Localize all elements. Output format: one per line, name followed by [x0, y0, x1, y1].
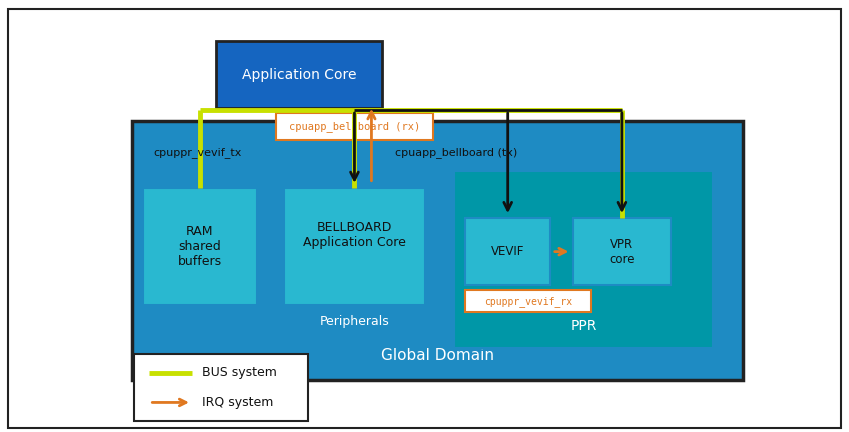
FancyBboxPatch shape [8, 9, 841, 428]
Text: Peripherals: Peripherals [319, 315, 390, 328]
Text: Application Core: Application Core [242, 67, 357, 82]
FancyBboxPatch shape [284, 188, 424, 305]
FancyBboxPatch shape [465, 218, 550, 285]
FancyBboxPatch shape [465, 290, 591, 312]
FancyBboxPatch shape [134, 354, 308, 421]
FancyBboxPatch shape [573, 218, 671, 285]
FancyBboxPatch shape [132, 121, 743, 380]
Text: Global Domain: Global Domain [380, 348, 494, 363]
Text: VEVIF: VEVIF [491, 245, 525, 258]
FancyBboxPatch shape [276, 113, 433, 140]
Text: RAM
shared
buffers: RAM shared buffers [178, 225, 222, 268]
Text: cpuapp_bellboard (rx): cpuapp_bellboard (rx) [289, 121, 420, 132]
Text: cpuppr_vevif_tx: cpuppr_vevif_tx [154, 146, 242, 158]
FancyBboxPatch shape [143, 188, 257, 305]
Text: cpuapp_bellboard (tx): cpuapp_bellboard (tx) [395, 146, 517, 158]
Text: cpuppr_vevif_rx: cpuppr_vevif_rx [484, 295, 572, 307]
Text: BELLBOARD
Application Core: BELLBOARD Application Core [303, 222, 406, 249]
FancyBboxPatch shape [454, 171, 713, 348]
Text: IRQ system: IRQ system [202, 396, 273, 409]
Text: VPR
core: VPR core [609, 238, 635, 266]
Text: PPR: PPR [571, 319, 597, 333]
Text: BUS system: BUS system [202, 366, 277, 379]
FancyBboxPatch shape [216, 41, 382, 108]
